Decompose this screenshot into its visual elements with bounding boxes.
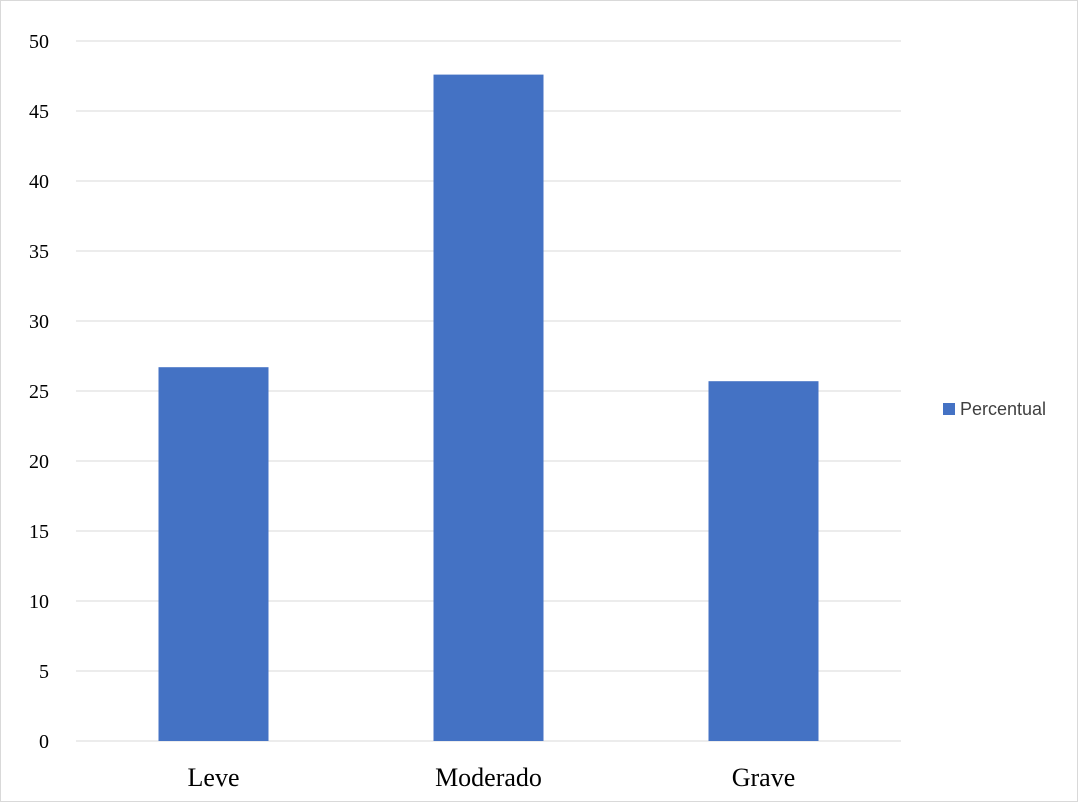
y-tick-label: 45 [29, 101, 49, 123]
y-tick-label: 35 [29, 241, 49, 263]
x-tick-label: Moderado [435, 763, 542, 792]
y-tick-label: 30 [29, 311, 49, 333]
legend: Percentual [943, 399, 1046, 419]
y-tick-label: 5 [39, 661, 49, 683]
bar-leve [158, 367, 269, 741]
y-tick-label: 10 [29, 591, 49, 613]
y-tick-label: 20 [29, 451, 49, 473]
legend-swatch [943, 403, 955, 415]
bar-moderado [433, 74, 544, 742]
y-tick-label: 15 [29, 521, 49, 543]
x-axis-ticks: Leve Moderado Grave [188, 763, 796, 792]
y-tick-label: 25 [29, 381, 49, 403]
legend-label: Percentual [960, 399, 1046, 419]
y-tick-label: 0 [39, 731, 49, 753]
y-axis-ticks: 0 5 10 15 20 25 30 35 40 45 50 [29, 31, 49, 753]
bars [158, 74, 819, 742]
x-tick-label: Grave [732, 763, 796, 792]
x-tick-label: Leve [188, 763, 240, 792]
y-tick-label: 40 [29, 171, 49, 193]
bar-grave [708, 381, 819, 741]
y-tick-label: 50 [29, 31, 49, 53]
